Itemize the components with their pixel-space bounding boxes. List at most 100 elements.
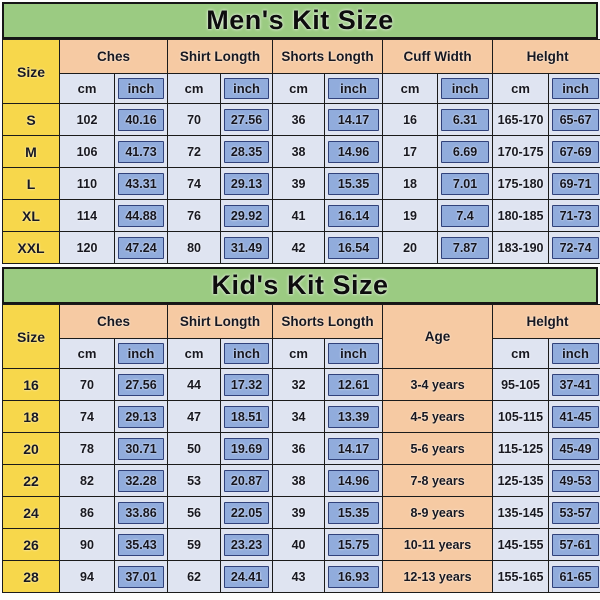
size-cell: 22: [2, 464, 60, 497]
value-cell-inch: 17.32: [220, 368, 274, 401]
size-cell: 26: [2, 528, 60, 561]
value-cell-inch: 41.73: [113, 135, 169, 168]
value-cell-cm: 39: [272, 167, 326, 200]
unit-header-cm: cm: [167, 73, 222, 104]
inch-value-box: 22.05: [224, 501, 270, 524]
inch-unit-box: inch: [552, 78, 600, 99]
value-cell-cm: 32: [272, 368, 326, 401]
inch-value-box: 65-67: [552, 108, 600, 131]
value-cell-cm: 94: [59, 560, 115, 593]
value-cell-cm: 183-190: [492, 231, 550, 264]
kids-table-title: Kid's Kit Size: [2, 267, 598, 304]
value-cell-cm: 145-155: [492, 528, 550, 561]
value-cell-inch: 15.75: [324, 528, 384, 561]
table-row: XXL 120 47.24 80 31.49 42 16.54 20 7.87 …: [2, 231, 600, 264]
value-cell-inch: 27.56: [220, 103, 274, 136]
inch-unit-box: inch: [441, 78, 490, 99]
value-cell-inch: 16.54: [324, 231, 384, 264]
value-cell-inch: 40.16: [113, 103, 169, 136]
value-cell-inch: 44.88: [113, 199, 169, 232]
mens-header-chest: Ches: [58, 39, 169, 74]
unit-header-cm: cm: [492, 73, 550, 104]
value-cell-inch: 72-74: [548, 231, 600, 264]
inch-value-box: 16.14: [328, 204, 380, 227]
age-cell: 5-6 years: [382, 432, 494, 465]
value-cell-cm: 38: [272, 135, 326, 168]
size-cell: 18: [2, 400, 60, 433]
value-cell-inch: 35.43: [113, 528, 169, 561]
value-cell-inch: 37-41: [548, 368, 600, 401]
table-row: M 106 41.73 72 28.35 38 14.96 17 6.69 17…: [2, 135, 600, 168]
value-cell-inch: 14.17: [324, 432, 384, 465]
inch-unit-box: inch: [224, 78, 270, 99]
unit-header-inch: inch: [220, 73, 274, 104]
inch-unit-box: inch: [118, 78, 165, 99]
value-cell-cm: 106: [59, 135, 115, 168]
value-cell-cm: 36: [272, 432, 326, 465]
inch-value-box: 35.43: [118, 533, 165, 556]
value-cell-inch: 15.35: [324, 167, 384, 200]
age-cell: 4-5 years: [382, 400, 494, 433]
size-cell: L: [2, 167, 60, 200]
inch-value-box: 43.31: [118, 172, 165, 195]
value-cell-inch: 24.41: [220, 560, 274, 593]
value-cell-cm: 53: [167, 464, 222, 497]
inch-value-box: 14.17: [328, 437, 380, 460]
value-cell-inch: 29.13: [113, 400, 169, 433]
value-cell-inch: 7.87: [437, 231, 494, 264]
value-cell-cm: 120: [59, 231, 115, 264]
table-row: 20 78 30.71 50 19.69 36 14.17 5-6 years …: [2, 432, 600, 465]
value-cell-cm: 20: [382, 231, 439, 264]
unit-header-cm: cm: [272, 338, 326, 369]
value-cell-cm: 114: [59, 199, 115, 232]
unit-header-inch: inch: [220, 338, 274, 369]
value-cell-cm: 62: [167, 560, 222, 593]
value-cell-inch: 6.69: [437, 135, 494, 168]
size-cell: 24: [2, 496, 60, 529]
value-cell-inch: 32.28: [113, 464, 169, 497]
value-cell-cm: 125-135: [492, 464, 550, 497]
value-cell-inch: 29.92: [220, 199, 274, 232]
kids-header-size: Size: [2, 304, 60, 369]
value-cell-cm: 115-125: [492, 432, 550, 465]
inch-value-box: 53-57: [552, 501, 600, 524]
inch-value-box: 31.49: [224, 236, 270, 259]
kids-size-table: Size Ches Shirt Longth Shorts Longth Age…: [2, 304, 600, 593]
unit-header-cm: cm: [382, 73, 439, 104]
inch-value-box: 7.4: [441, 204, 490, 227]
inch-value-box: 30.71: [118, 437, 165, 460]
value-cell-cm: 56: [167, 496, 222, 529]
value-cell-inch: 23.23: [220, 528, 274, 561]
inch-value-box: 41-45: [552, 405, 600, 428]
mens-size-table: Size Ches Shirt Longth Shorts Longth Cuf…: [2, 39, 600, 264]
value-cell-cm: 50: [167, 432, 222, 465]
size-cell: M: [2, 135, 60, 168]
value-cell-cm: 42: [272, 231, 326, 264]
inch-unit-box: inch: [118, 343, 165, 364]
value-cell-inch: 67-69: [548, 135, 600, 168]
value-cell-inch: 16.14: [324, 199, 384, 232]
inch-value-box: 44.88: [118, 204, 165, 227]
age-cell: 8-9 years: [382, 496, 494, 529]
value-cell-inch: 14.17: [324, 103, 384, 136]
inch-value-box: 24.41: [224, 565, 270, 588]
value-cell-inch: 47.24: [113, 231, 169, 264]
inch-value-box: 49-53: [552, 469, 600, 492]
value-cell-cm: 72: [167, 135, 222, 168]
inch-value-box: 14.96: [328, 469, 380, 492]
value-cell-inch: 37.01: [113, 560, 169, 593]
value-cell-inch: 7.4: [437, 199, 494, 232]
value-cell-inch: 45-49: [548, 432, 600, 465]
inch-value-box: 41.73: [118, 140, 165, 163]
value-cell-cm: 105-115: [492, 400, 550, 433]
value-cell-inch: 49-53: [548, 464, 600, 497]
kids-header-shorts-length: Shorts Longth: [272, 304, 384, 339]
value-cell-cm: 180-185: [492, 199, 550, 232]
inch-value-box: 29.92: [224, 204, 270, 227]
mens-header-size: Size: [2, 39, 60, 104]
value-cell-cm: 74: [59, 400, 115, 433]
value-cell-inch: 41-45: [548, 400, 600, 433]
value-cell-inch: 29.13: [220, 167, 274, 200]
value-cell-cm: 34: [272, 400, 326, 433]
age-cell: 12-13 years: [382, 560, 494, 593]
